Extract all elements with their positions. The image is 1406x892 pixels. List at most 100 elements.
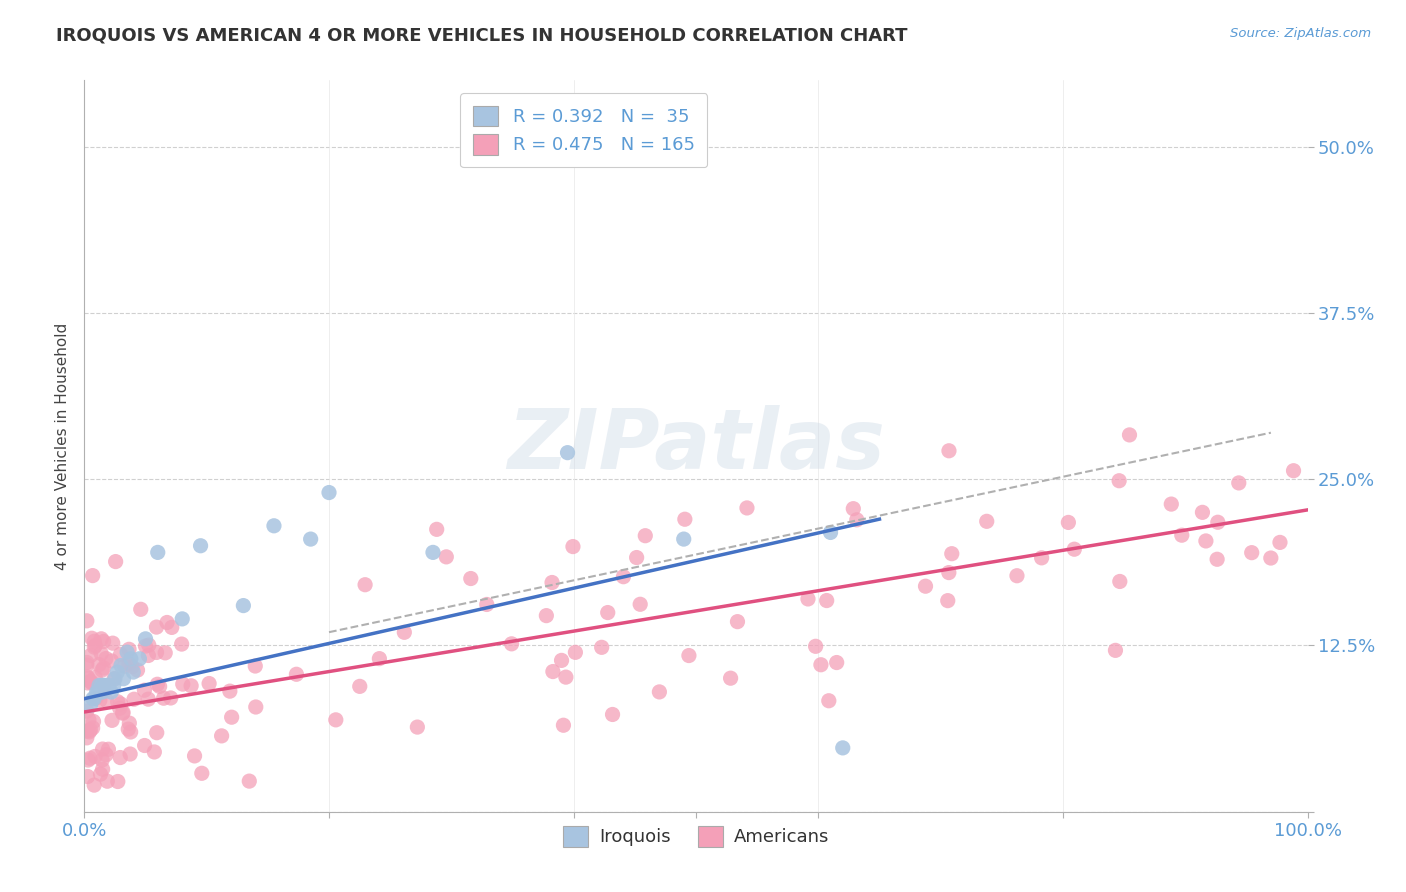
Point	[122, 665, 145, 679]
Point	[152, 691, 174, 706]
Point	[120, 652, 142, 666]
Point	[145, 620, 167, 634]
Point	[394, 625, 416, 640]
Point	[180, 679, 202, 693]
Point	[145, 645, 167, 659]
Point	[80, 648, 103, 663]
Point	[83, 778, 105, 792]
Point	[325, 713, 347, 727]
Point	[84, 749, 107, 764]
Point	[138, 638, 160, 652]
Point	[91, 742, 114, 756]
Point	[83, 634, 105, 648]
Point	[83, 714, 105, 729]
Point	[93, 661, 115, 675]
Point	[149, 680, 172, 694]
Point	[101, 714, 124, 728]
Point	[172, 612, 194, 626]
Point	[673, 512, 696, 526]
Point	[118, 657, 141, 671]
Point	[107, 695, 129, 709]
Point	[536, 608, 558, 623]
Point	[79, 674, 101, 689]
Point	[591, 640, 613, 655]
Point	[91, 663, 114, 677]
Point	[815, 593, 838, 607]
Point	[138, 648, 160, 663]
Point	[97, 742, 120, 756]
Point	[84, 639, 107, 653]
Point	[1195, 533, 1218, 548]
Point	[1108, 574, 1130, 589]
Point	[103, 678, 125, 692]
Point	[120, 747, 142, 761]
Point	[626, 550, 648, 565]
Point	[94, 651, 117, 665]
Point	[76, 656, 98, 670]
Point	[1118, 428, 1140, 442]
Point	[76, 658, 98, 673]
Text: IROQUOIS VS AMERICAN 4 OR MORE VEHICLES IN HOUSEHOLD CORRELATION CHART: IROQUOIS VS AMERICAN 4 OR MORE VEHICLES …	[56, 27, 908, 45]
Point	[76, 770, 98, 784]
Point	[634, 529, 657, 543]
Point	[191, 766, 214, 780]
Point	[110, 750, 132, 764]
Point	[101, 636, 124, 650]
Point	[104, 555, 127, 569]
Point	[232, 599, 254, 613]
Point	[159, 690, 181, 705]
Point	[1063, 542, 1085, 557]
Point	[976, 514, 998, 528]
Point	[128, 652, 150, 666]
Point	[115, 645, 138, 659]
Point	[160, 620, 183, 634]
Point	[93, 679, 115, 693]
Point	[96, 694, 118, 708]
Point	[941, 547, 963, 561]
Point	[110, 697, 132, 711]
Point	[79, 723, 101, 737]
Point	[146, 677, 169, 691]
Point	[77, 713, 100, 727]
Point	[117, 722, 139, 736]
Point	[672, 532, 695, 546]
Point	[134, 683, 156, 698]
Point	[118, 716, 141, 731]
Point	[541, 575, 564, 590]
Point	[1282, 464, 1305, 478]
Point	[1104, 643, 1126, 657]
Point	[245, 700, 267, 714]
Point	[564, 645, 586, 659]
Point	[368, 651, 391, 665]
Point	[96, 678, 118, 692]
Point	[76, 731, 98, 745]
Point	[628, 597, 651, 611]
Point	[107, 774, 129, 789]
Point	[1005, 568, 1028, 582]
Point	[562, 540, 585, 554]
Point	[105, 665, 128, 679]
Text: Source: ZipAtlas.com: Source: ZipAtlas.com	[1230, 27, 1371, 40]
Point	[80, 675, 103, 690]
Point	[94, 747, 117, 762]
Point	[79, 724, 101, 739]
Point	[118, 642, 141, 657]
Point	[612, 570, 634, 584]
Point	[810, 657, 832, 672]
Point	[96, 774, 118, 789]
Point	[245, 659, 267, 673]
Point	[1206, 552, 1229, 566]
Point	[112, 706, 135, 720]
Point	[143, 745, 166, 759]
Point	[114, 659, 136, 673]
Point	[553, 718, 575, 732]
Point	[804, 640, 827, 654]
Y-axis label: 4 or more Vehicles in Household: 4 or more Vehicles in Household	[55, 322, 70, 570]
Point	[90, 647, 112, 661]
Point	[82, 691, 104, 706]
Point	[557, 445, 579, 459]
Point	[86, 685, 108, 699]
Point	[820, 525, 842, 540]
Point	[938, 566, 960, 580]
Point	[678, 648, 700, 663]
